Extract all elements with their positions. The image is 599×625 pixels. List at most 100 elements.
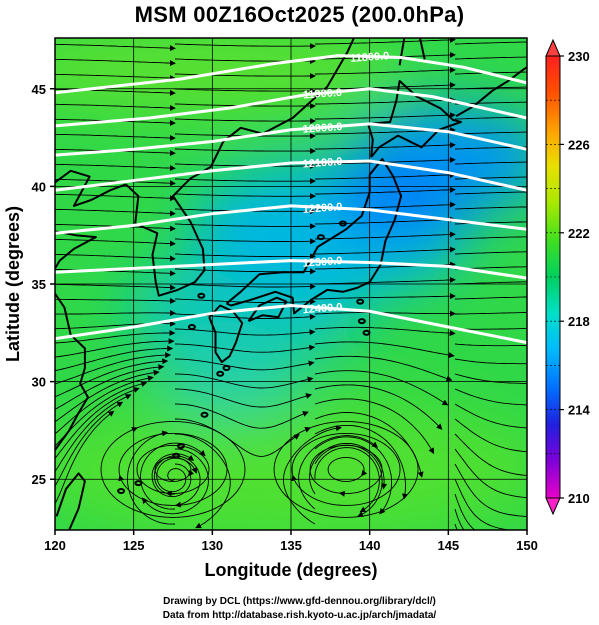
streamline	[315, 186, 456, 195]
contour-line	[55, 303, 527, 345]
streamline	[315, 97, 456, 105]
coast-island	[362, 329, 371, 336]
streamline	[174, 358, 315, 371]
contour-label: 12200.0	[302, 201, 343, 216]
streamline	[454, 403, 527, 429]
x-tick-label: 145	[437, 538, 459, 553]
streamline	[454, 206, 527, 210]
anticyclone-ring	[154, 457, 192, 482]
coast-kuril	[455, 66, 527, 117]
streamline	[55, 410, 115, 505]
streamline	[174, 343, 316, 353]
anticyclone-ring	[136, 445, 210, 494]
contour-label: 12300.0	[302, 255, 343, 270]
streamline	[174, 418, 300, 457]
streamline	[55, 163, 176, 172]
streamline	[454, 56, 527, 60]
streamline	[55, 364, 165, 410]
streamline	[55, 381, 148, 447]
credit-drawing: Drawing by DCL (https://www.gfd-dennou.o…	[163, 596, 436, 607]
coast-primorye	[222, 38, 355, 143]
colorbar-tick-label: 222	[568, 226, 590, 241]
streamline	[455, 312, 527, 315]
contour-line	[55, 159, 527, 192]
grid-lines	[55, 38, 527, 530]
contour-line	[55, 54, 527, 95]
y-tick-label: 35	[32, 277, 46, 292]
coast-island	[216, 370, 225, 377]
streamline	[174, 253, 316, 260]
streamline	[454, 86, 527, 90]
streamline	[55, 253, 176, 262]
streamline	[55, 43, 176, 52]
streamline	[315, 112, 456, 120]
streamline	[174, 388, 312, 408]
y-axis-ticks: 25 30 35 40 45	[32, 82, 55, 487]
anticyclone-arrow	[131, 426, 138, 433]
streamline	[174, 298, 316, 305]
streamline	[174, 373, 314, 389]
streamline	[454, 296, 527, 300]
streamline	[454, 328, 527, 330]
x-tick-label: 125	[123, 538, 145, 553]
streamline	[314, 216, 456, 225]
streamline	[55, 283, 176, 291]
streamline	[55, 387, 140, 460]
plot-area: 11800.0 11900.0 12000.0 12100.0 12200.0 12300…	[32, 37, 538, 553]
streamline	[314, 293, 456, 300]
streamline	[174, 223, 316, 230]
contour-label: 12100.0	[302, 156, 343, 171]
y-tick-label: 25	[32, 472, 46, 487]
coast-sakhalin	[398, 38, 406, 66]
streamline	[55, 208, 176, 217]
streamline	[55, 310, 176, 317]
streamlines	[55, 38, 527, 530]
anticyclone-arrow	[187, 469, 195, 477]
streamline	[153, 455, 201, 508]
streamline	[55, 369, 160, 423]
anticyclone-ring	[118, 433, 228, 506]
streamline	[454, 343, 527, 347]
streamline	[454, 388, 527, 406]
colorbar-bottom-arrow	[545, 497, 561, 516]
y-axis-title: Latitude (degrees)	[3, 206, 23, 362]
streamline	[151, 453, 195, 498]
coast-island	[197, 292, 206, 299]
streamline	[174, 163, 316, 169]
streamline	[142, 448, 209, 515]
streamline	[55, 352, 172, 385]
colorbar-top-arrow	[545, 38, 561, 57]
anticyclone-ring	[273, 421, 419, 518]
streamline	[314, 444, 383, 517]
streamline	[174, 118, 316, 125]
streamline	[454, 373, 527, 384]
streamline	[454, 146, 527, 150]
streamline	[314, 355, 453, 382]
x-axis-ticks: 120 125 130 135 140 145 150	[44, 530, 538, 553]
streamline	[55, 401, 124, 488]
streamline	[454, 448, 527, 499]
streamline	[315, 142, 456, 150]
streamline	[454, 523, 458, 530]
coast-korea	[125, 141, 225, 297]
streamline	[314, 246, 456, 255]
y-tick-label: 45	[32, 82, 46, 97]
cool-tongue-south	[160, 345, 300, 415]
streamline	[315, 38, 456, 45]
coast-island	[187, 324, 196, 330]
coast-kyushu	[208, 304, 244, 364]
x-tick-label: 150	[516, 538, 538, 553]
streamline	[454, 161, 527, 165]
y-tick-label: 40	[32, 179, 46, 194]
colorbar-tick-label: 230	[568, 49, 590, 64]
streamline	[55, 73, 176, 82]
streamline	[454, 418, 527, 453]
contour-label: 12400.0	[302, 301, 343, 316]
contour-line	[55, 87, 527, 128]
streamline	[55, 58, 176, 67]
streamline	[174, 43, 316, 50]
y-tick-label: 30	[32, 375, 46, 390]
anticyclone-arrow	[291, 474, 298, 482]
contour-label: 11800.0	[350, 50, 390, 65]
